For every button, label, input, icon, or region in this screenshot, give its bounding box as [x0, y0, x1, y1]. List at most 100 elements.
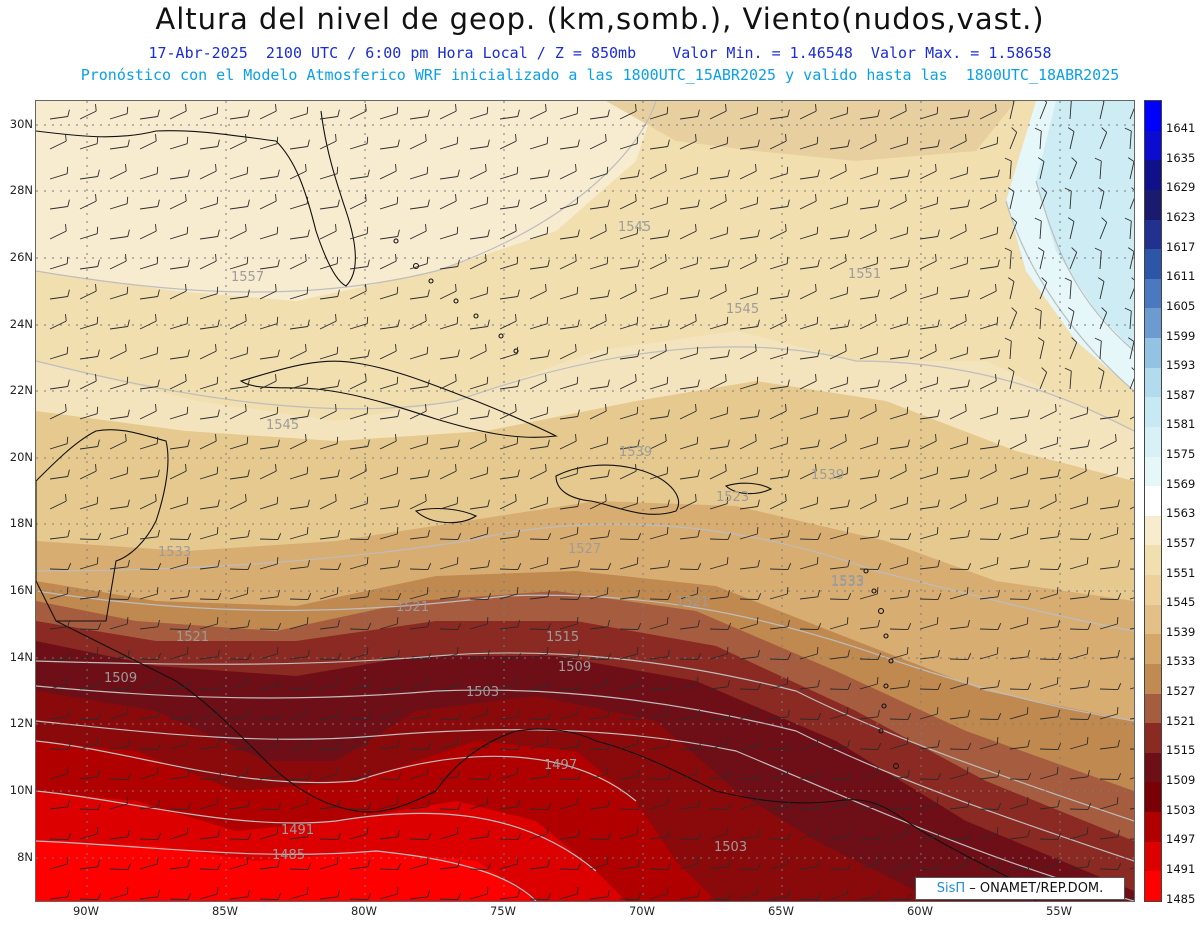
wind-barb-feather [907, 679, 910, 687]
wind-barb-staff [499, 386, 518, 390]
wind-barb-staff [1039, 593, 1058, 600]
wind-barb-feather [575, 434, 577, 442]
wind-barb-staff [709, 596, 728, 600]
wind-barb-staff [829, 260, 847, 270]
wind-barb-feather [756, 797, 759, 805]
wind-barb-feather [697, 799, 700, 807]
wind-barb-feather [157, 529, 160, 537]
wind-barb-staff [319, 410, 337, 420]
wind-barb-staff [829, 203, 848, 210]
wind-barb-staff [859, 116, 878, 120]
wind-barb-staff [229, 896, 248, 900]
wind-barb-feather [427, 529, 430, 537]
wind-barb-feather [517, 653, 522, 660]
wind-barb-staff [739, 656, 758, 660]
wind-barb-feather [636, 827, 639, 835]
wind-barb-staff [919, 236, 938, 240]
wind-barb-staff [739, 868, 759, 871]
wind-barb-staff [619, 866, 638, 870]
wind-barb-feather [816, 316, 819, 324]
wind-barb-staff [589, 500, 607, 510]
lat-label: 16N [9, 583, 33, 597]
wind-barb-feather [247, 469, 250, 477]
wind-barb-staff [709, 413, 728, 420]
wind-barb-staff [319, 230, 337, 240]
wind-barb-feather [577, 319, 580, 327]
wind-barb-feather [1116, 617, 1119, 625]
wind-barb-staff [79, 143, 98, 150]
wind-barb-feather [1124, 217, 1132, 222]
wind-barb-feather [306, 707, 309, 715]
wind-barb-staff [49, 773, 68, 780]
wind-barb-staff [799, 446, 818, 450]
wind-barb-staff [199, 326, 218, 330]
wind-barb-feather [967, 563, 972, 570]
wind-barb-staff [199, 713, 218, 720]
wind-barb-staff [799, 290, 817, 300]
wind-barb-staff [469, 533, 488, 540]
wind-barb-feather [696, 436, 699, 444]
wind-barb-feather [125, 344, 127, 352]
wind-barb-staff [409, 536, 428, 540]
wind-barb-feather [606, 587, 609, 595]
wind-barb-feather [367, 859, 370, 867]
wind-barb-staff [1039, 683, 1058, 690]
wind-barb-staff [649, 778, 669, 781]
wind-barb-staff [619, 200, 637, 210]
wind-barb-feather [65, 314, 67, 322]
wind-barb-staff [949, 658, 969, 661]
wind-barb-staff [859, 476, 878, 480]
colorbar-level-label: 1617 [1166, 239, 1196, 254]
wind-barb-feather [547, 169, 550, 177]
wind-barb-staff [739, 778, 759, 781]
wind-barb-feather [727, 533, 732, 540]
wind-barb-staff [1009, 533, 1028, 540]
colorbar-level-label: 1503 [1166, 802, 1196, 817]
wind-barb-staff [349, 470, 367, 480]
wind-barb-feather [575, 164, 577, 172]
wind-barb-feather [1117, 829, 1120, 837]
wind-barb-feather [1004, 247, 1012, 252]
wind-barb-staff [949, 683, 968, 690]
wind-barb-staff [109, 350, 127, 360]
wind-barb-feather [216, 527, 219, 535]
wind-barb-feather [727, 589, 730, 597]
wind-barb-feather [487, 739, 490, 747]
wind-barb-feather [937, 139, 940, 147]
wind-barb-feather [906, 406, 909, 414]
wind-barb-feather [216, 797, 219, 805]
wind-barb-feather [577, 739, 580, 747]
wind-barb-feather [1037, 337, 1045, 342]
wind-barb-staff [439, 200, 457, 210]
wind-barb-feather [187, 893, 192, 900]
wind-barb-feather [666, 527, 669, 535]
wind-barb-feather [157, 469, 160, 477]
wind-barb-staff [439, 110, 457, 120]
wind-barb-staff [589, 896, 608, 900]
wind-barb-feather [517, 529, 520, 537]
wind-barb-feather [187, 169, 190, 177]
wind-barb-feather [605, 134, 607, 142]
wind-barb-feather [1057, 563, 1062, 570]
wind-barb-feather [666, 466, 669, 474]
wind-barb-feather [216, 466, 219, 474]
wind-barb-staff [499, 683, 518, 690]
wind-barb-staff [949, 863, 968, 870]
wind-barb-feather [127, 229, 130, 237]
wind-barb-staff [349, 503, 368, 510]
wind-barb-staff [739, 236, 758, 240]
wind-barb-staff [949, 320, 967, 330]
wind-barb-feather [637, 169, 640, 177]
wind-barb-feather [426, 436, 429, 444]
wind-barb-staff [649, 506, 668, 510]
wind-barb-feather [605, 494, 607, 502]
wind-barb-feather [67, 109, 70, 117]
wind-barb-feather [937, 593, 942, 600]
wind-barb-feather [157, 889, 160, 897]
wind-barb-staff [889, 596, 908, 600]
contour-label: 1545 [618, 220, 651, 235]
wind-barb-feather [275, 104, 277, 112]
wind-barb-feather [1117, 559, 1120, 567]
wind-barb-staff [229, 386, 248, 390]
wind-barb-staff [769, 773, 788, 780]
